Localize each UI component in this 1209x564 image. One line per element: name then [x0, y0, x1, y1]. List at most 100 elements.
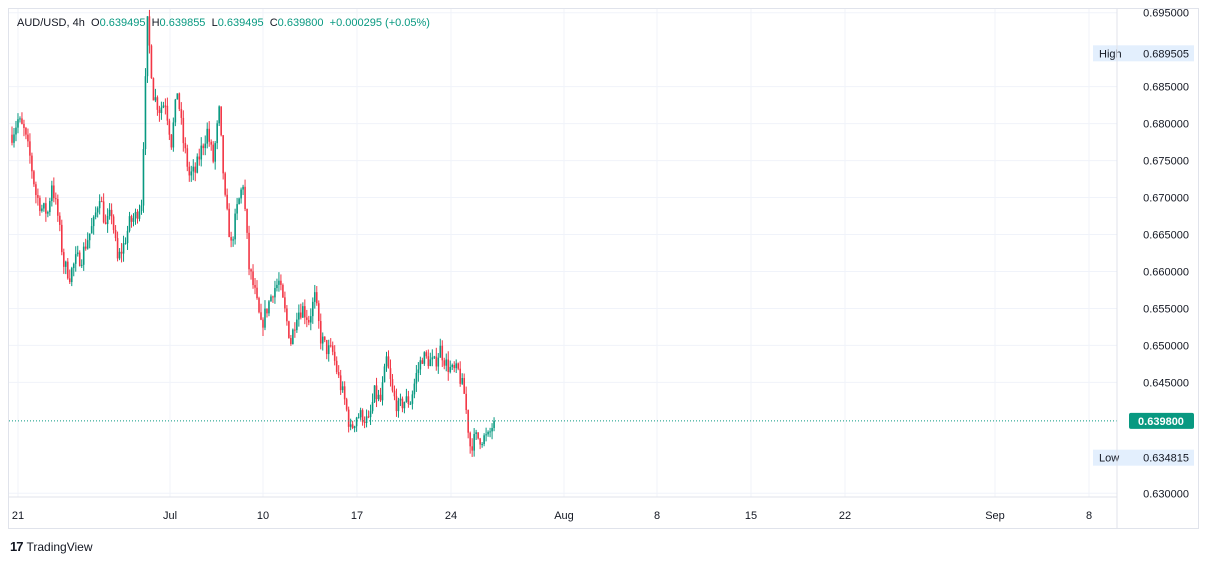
price-tick-label: 0.680000: [1143, 119, 1189, 131]
time-tick-label: 21: [12, 510, 24, 522]
candle-body: [264, 308, 266, 328]
candle-body: [228, 208, 230, 238]
candle-body: [222, 135, 224, 174]
candle-body: [337, 371, 340, 376]
candle-body: [156, 97, 159, 110]
candle-body: [347, 409, 350, 427]
candle-body: [395, 396, 398, 412]
high-marker-badge: [1093, 45, 1194, 62]
candle-body: [429, 359, 432, 367]
candle-body: [278, 280, 280, 285]
tradingview-wordmark: TradingView: [26, 539, 93, 554]
candle-body: [144, 76, 147, 149]
candle-body: [49, 201, 51, 213]
candle-body: [43, 203, 45, 209]
candle-body: [407, 396, 410, 405]
candle-body: [244, 186, 246, 209]
candle-body: [78, 252, 81, 266]
candle-body: [441, 345, 444, 361]
candle-body: [158, 109, 161, 113]
candle-body: [53, 185, 55, 199]
candle-body: [471, 446, 473, 451]
candle-body: [479, 438, 481, 445]
candle-body: [306, 317, 308, 320]
candle-body: [98, 201, 101, 209]
candle-body: [142, 148, 145, 206]
candle-body: [361, 410, 364, 422]
grid: [9, 9, 1117, 497]
candle-body: [57, 199, 59, 216]
price-tick-label: 0.695000: [1143, 8, 1189, 20]
candle-body: [55, 198, 57, 200]
candle-body: [423, 352, 426, 364]
candle-body: [377, 394, 380, 400]
candle-body: [170, 134, 173, 148]
candle-body: [166, 105, 169, 121]
legend-interval: 4h: [72, 17, 85, 29]
candle-body: [84, 246, 87, 249]
candle-body: [413, 383, 416, 395]
candle-body: [276, 284, 278, 289]
candle-body: [136, 211, 139, 219]
candle-body: [124, 243, 127, 245]
candle-body: [208, 128, 211, 142]
tradingview-logo[interactable]: 17 TradingView: [10, 539, 93, 554]
candle-body: [493, 420, 495, 429]
candle-body: [112, 216, 115, 231]
price-tick-label: 0.685000: [1143, 82, 1189, 94]
candle-body: [457, 363, 460, 369]
candle-body: [206, 128, 209, 144]
candle-body: [481, 444, 483, 446]
price-tick-label: 0.645000: [1143, 377, 1189, 389]
candle-body: [268, 301, 270, 314]
candle-body: [13, 134, 15, 143]
candle-body: [385, 356, 388, 367]
candle-body: [292, 329, 294, 345]
price-tick-label: 0.660000: [1143, 266, 1189, 278]
candle-body: [218, 106, 220, 124]
candle-body: [186, 148, 189, 167]
candle-body: [88, 233, 91, 241]
price-tick-label: 0.675000: [1143, 156, 1189, 168]
candle-body: [152, 78, 155, 101]
candle-body: [449, 366, 452, 372]
candle-body: [491, 428, 493, 432]
candle-body: [403, 401, 406, 409]
candle-body: [82, 246, 85, 265]
candle-body: [341, 386, 344, 391]
candle-body: [202, 145, 205, 149]
candle-body: [188, 166, 191, 176]
candle-body: [323, 336, 326, 341]
candle-body: [411, 394, 414, 404]
price-tick-label: 0.665000: [1143, 230, 1189, 242]
candle-body: [204, 143, 207, 149]
candle-body: [96, 208, 99, 213]
candle-body: [308, 319, 310, 323]
candle-body: [258, 298, 260, 313]
time-tick-label: 8: [654, 510, 660, 522]
candle-body: [343, 386, 346, 400]
candle-body: [19, 118, 21, 120]
candle-body: [435, 356, 438, 367]
candle-body: [272, 296, 274, 298]
candle-body: [260, 312, 262, 320]
candle-body: [409, 403, 412, 405]
candle-body: [108, 209, 111, 216]
time-tick-label: 15: [745, 510, 757, 522]
candle-body: [286, 308, 288, 322]
candle-body: [311, 301, 314, 317]
candle-body: [319, 321, 322, 344]
candle-body: [31, 155, 33, 172]
candle-body: [102, 201, 105, 223]
candle-body: [256, 287, 258, 299]
candle-body: [280, 280, 282, 285]
candle-body: [417, 369, 420, 374]
candle-body: [240, 189, 242, 199]
time-tick-label: 22: [839, 510, 851, 522]
candle-body: [315, 292, 318, 304]
legend-close: 0.639800: [277, 17, 324, 29]
price-axis: 0.695000 0.685000 0.680000 0.675000 0.670000…: [1116, 8, 1189, 528]
candle-body: [190, 171, 193, 176]
candle-body: [140, 205, 143, 212]
